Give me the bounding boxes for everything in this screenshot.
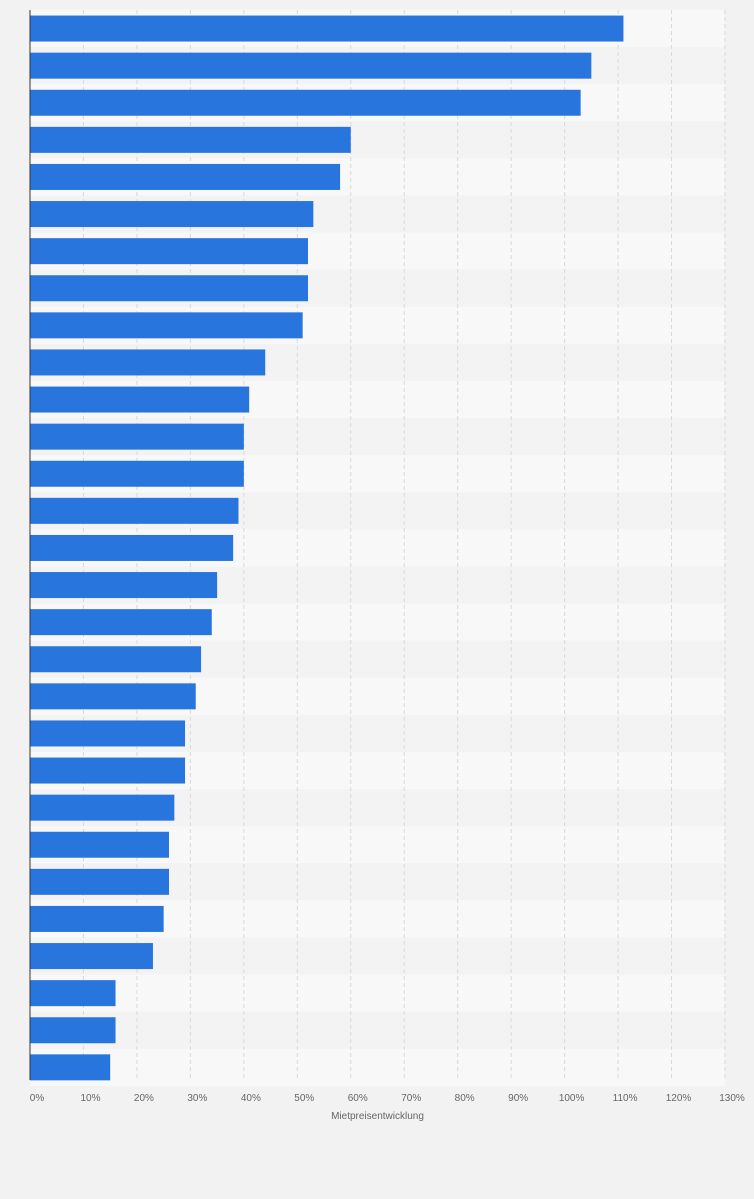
x-tick-label: 0% <box>30 1093 45 1104</box>
x-tick-label: 110% <box>613 1093 638 1104</box>
bar[interactable] <box>30 1054 111 1081</box>
row-band <box>30 974 725 1012</box>
bar[interactable] <box>30 683 196 710</box>
row-band <box>30 1048 725 1086</box>
bar[interactable] <box>30 89 581 116</box>
x-tick-label: 130% <box>719 1093 745 1104</box>
bar[interactable] <box>30 609 212 636</box>
bar[interactable] <box>30 534 234 561</box>
bar[interactable] <box>30 201 314 228</box>
bar[interactable] <box>30 980 116 1007</box>
bar[interactable] <box>30 15 624 42</box>
x-tick-label: 120% <box>666 1093 692 1104</box>
bar[interactable] <box>30 275 308 302</box>
bar[interactable] <box>30 460 244 487</box>
bar[interactable] <box>30 868 169 895</box>
bar[interactable] <box>30 238 308 265</box>
bar-series <box>30 15 624 1081</box>
bar[interactable] <box>30 943 153 970</box>
bar[interactable] <box>30 720 186 747</box>
bar[interactable] <box>30 386 250 413</box>
bar[interactable] <box>30 312 303 339</box>
bar[interactable] <box>30 52 592 79</box>
x-axis-ticks: 0% 10% 20% 30% 40% 50% 60% 70% 80% 90% 100% 110% 120… <box>30 1093 745 1104</box>
x-tick-label: 60% <box>348 1093 368 1104</box>
x-tick-label: 90% <box>508 1093 528 1104</box>
bar[interactable] <box>30 1017 116 1044</box>
row-band <box>30 1011 725 1049</box>
bar[interactable] <box>30 349 266 376</box>
x-tick-label: 20% <box>134 1093 154 1104</box>
bar[interactable] <box>30 794 175 821</box>
x-tick-label: 100% <box>559 1093 585 1104</box>
bar[interactable] <box>30 905 164 932</box>
x-tick-label: 10% <box>80 1093 100 1104</box>
x-axis-title: Mietpreisentwicklung <box>331 1111 424 1122</box>
x-tick-label: 50% <box>294 1093 314 1104</box>
x-tick-label: 40% <box>241 1093 261 1104</box>
bar[interactable] <box>30 126 351 153</box>
bar[interactable] <box>30 757 186 784</box>
x-tick-label: 30% <box>187 1093 207 1104</box>
bar[interactable] <box>30 831 169 858</box>
bar[interactable] <box>30 646 202 673</box>
x-tick-label: 80% <box>455 1093 475 1104</box>
bar[interactable] <box>30 572 218 599</box>
bar[interactable] <box>30 497 239 524</box>
bar[interactable] <box>30 423 244 450</box>
x-tick-label: 70% <box>401 1093 421 1104</box>
bar[interactable] <box>30 163 341 190</box>
